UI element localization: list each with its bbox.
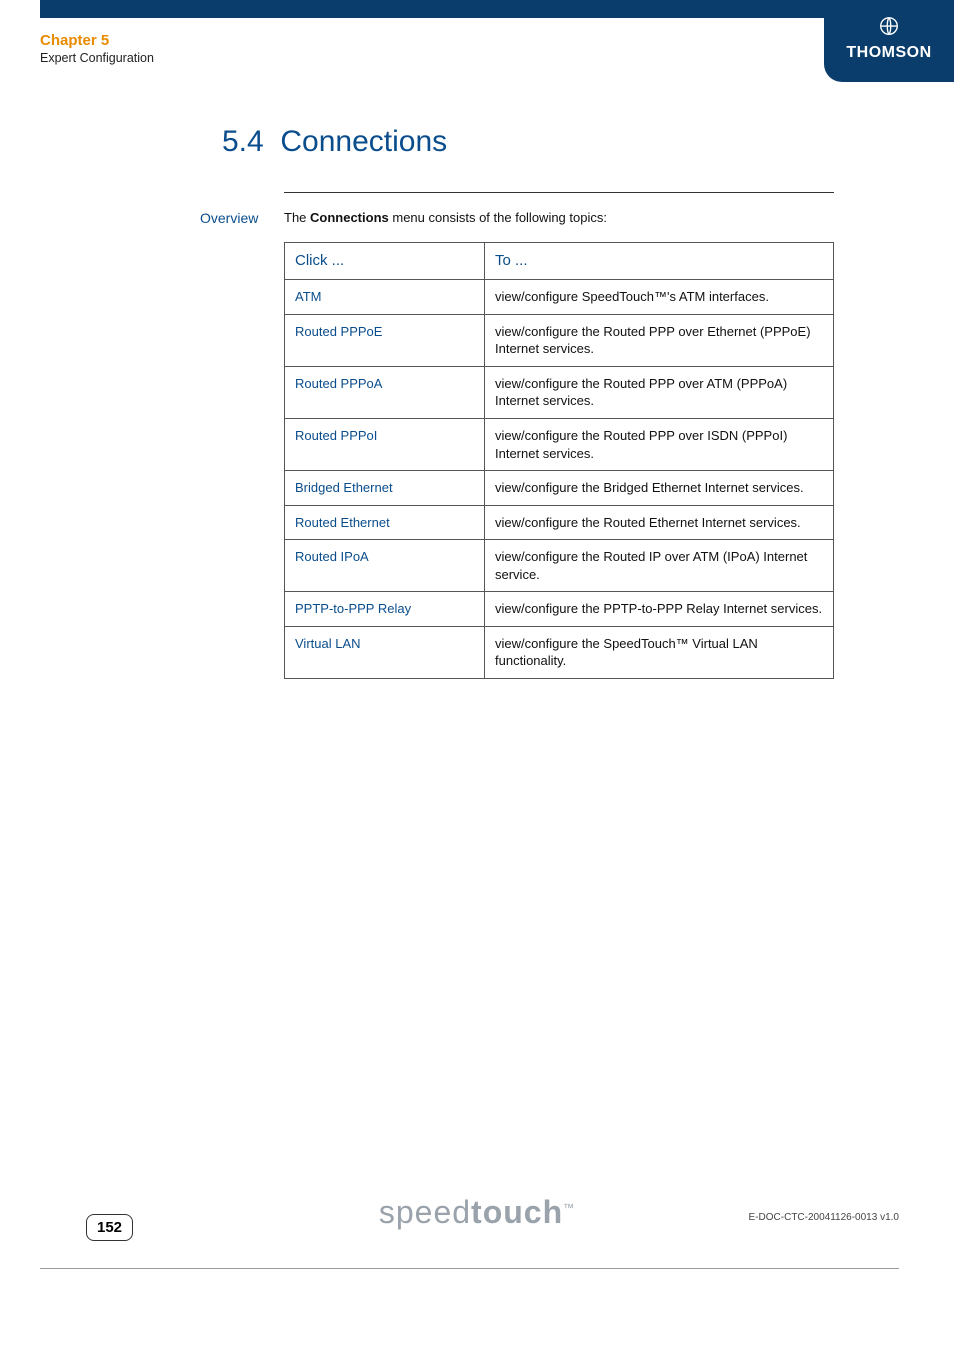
desc-vlan: view/configure the SpeedTouch™ Virtual L…	[485, 626, 834, 678]
table-row: Routed PPPoI view/configure the Routed P…	[285, 418, 834, 470]
desc-pppoe: view/configure the Routed PPP over Ether…	[485, 314, 834, 366]
header-to: To ...	[485, 243, 834, 280]
footer-doc-id: E-DOC-CTC-20041126-0013 v1.0	[749, 1212, 899, 1223]
section-number: 5.4	[222, 125, 264, 158]
chapter-title: Chapter 5	[40, 32, 154, 49]
table-row: Virtual LAN view/configure the SpeedTouc…	[285, 626, 834, 678]
divider	[284, 192, 834, 193]
desc-pppoa: view/configure the Routed PPP over ATM (…	[485, 366, 834, 418]
table-header-row: Click ... To ...	[285, 243, 834, 280]
link-ipoa[interactable]: Routed IPoA	[285, 540, 485, 592]
table-row: PPTP-to-PPP Relay view/configure the PPT…	[285, 592, 834, 627]
desc-pptp: view/configure the PPTP-to-PPP Relay Int…	[485, 592, 834, 627]
table-row: Routed Ethernet view/configure the Route…	[285, 505, 834, 540]
logo-bold: touch	[471, 1194, 563, 1230]
link-pppoi[interactable]: Routed PPPoI	[285, 418, 485, 470]
logo-tm: ™	[563, 1202, 575, 1214]
section-name: Connections	[280, 125, 447, 158]
desc-ipoa: view/configure the Routed IP over ATM (I…	[485, 540, 834, 592]
overview-label: Overview	[200, 210, 258, 226]
desc-pppoi: view/configure the Routed PPP over ISDN …	[485, 418, 834, 470]
footer-divider	[40, 1268, 899, 1269]
overview-intro: The Connections menu consists of the fol…	[284, 210, 834, 225]
connections-table: Click ... To ... ATM view/configure Spee…	[284, 242, 834, 679]
chapter-subtitle: Expert Configuration	[40, 51, 154, 65]
link-atm[interactable]: ATM	[285, 280, 485, 315]
chapter-block: Chapter 5 Expert Configuration	[40, 32, 154, 65]
link-routed-eth[interactable]: Routed Ethernet	[285, 505, 485, 540]
brand-label: THOMSON	[846, 44, 931, 62]
link-bridged-eth[interactable]: Bridged Ethernet	[285, 471, 485, 506]
intro-bold: Connections	[310, 210, 389, 225]
desc-atm: view/configure SpeedTouch™'s ATM interfa…	[485, 280, 834, 315]
desc-routed-eth: view/configure the Routed Ethernet Inter…	[485, 505, 834, 540]
table-row: Routed PPPoA view/configure the Routed P…	[285, 366, 834, 418]
header-click: Click ...	[285, 243, 485, 280]
page-number: 152	[86, 1214, 133, 1241]
table-row: Routed PPPoE view/configure the Routed P…	[285, 314, 834, 366]
brand-badge: THOMSON	[824, 0, 954, 82]
table-row: Bridged Ethernet view/configure the Brid…	[285, 471, 834, 506]
intro-prefix: The	[284, 210, 310, 225]
top-bar	[40, 0, 954, 18]
globe-icon	[878, 15, 900, 42]
table-row: Routed IPoA view/configure the Routed IP…	[285, 540, 834, 592]
table-row: ATM view/configure SpeedTouch™'s ATM int…	[285, 280, 834, 315]
link-pppoe[interactable]: Routed PPPoE	[285, 314, 485, 366]
link-vlan[interactable]: Virtual LAN	[285, 626, 485, 678]
intro-suffix: menu consists of the following topics:	[389, 210, 607, 225]
desc-bridged-eth: view/configure the Bridged Ethernet Inte…	[485, 471, 834, 506]
link-pptp[interactable]: PPTP-to-PPP Relay	[285, 592, 485, 627]
logo-light: speed	[379, 1194, 471, 1230]
section-title: 5.4 Connections	[222, 125, 447, 159]
link-pppoa[interactable]: Routed PPPoA	[285, 366, 485, 418]
